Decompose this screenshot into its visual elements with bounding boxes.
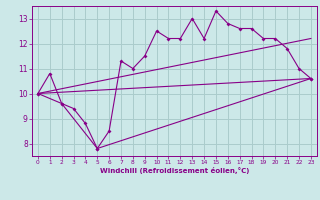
X-axis label: Windchill (Refroidissement éolien,°C): Windchill (Refroidissement éolien,°C) xyxy=(100,167,249,174)
